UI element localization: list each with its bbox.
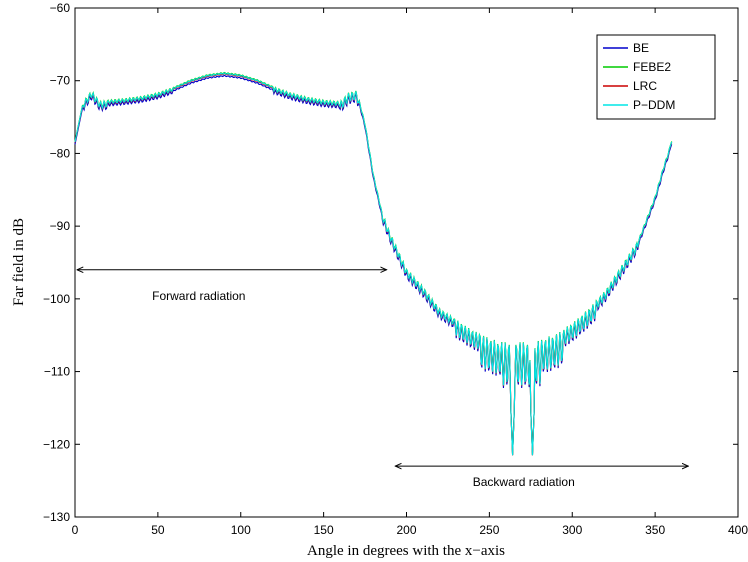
series-line-p-ddm bbox=[74, 72, 673, 456]
legend-label: P−DDM bbox=[633, 98, 675, 112]
x-tick-label: 350 bbox=[645, 523, 665, 537]
annotations: Forward radiation Backward radiation bbox=[77, 270, 688, 489]
y-tick-label: −130 bbox=[43, 510, 70, 524]
x-tick-label: 100 bbox=[231, 523, 251, 537]
annotation-label: Backward radiation bbox=[473, 475, 575, 489]
y-tick-label: −70 bbox=[50, 74, 71, 88]
legend: BE FEBE2 LRC P−DDM bbox=[596, 34, 716, 120]
series-layer bbox=[74, 71, 673, 456]
x-tick-label: 50 bbox=[151, 523, 165, 537]
y-axis-label: Far field in dB bbox=[11, 218, 27, 306]
x-tick-label: 400 bbox=[728, 523, 748, 537]
x-tick-label: 150 bbox=[314, 523, 334, 537]
y-tick-label: −60 bbox=[50, 1, 71, 15]
y-tick-label: −110 bbox=[44, 365, 70, 379]
legend-label: FEBE2 bbox=[633, 60, 671, 74]
x-tick-label: 300 bbox=[562, 523, 582, 537]
annotation-label: Forward radiation bbox=[152, 289, 245, 303]
x-axis-label: Angle in degrees with the x−axis bbox=[307, 543, 505, 559]
y-tick-label: −100 bbox=[43, 292, 70, 306]
x-tick-label: 200 bbox=[396, 523, 416, 537]
x-axis: 0 50 100 150 200 250 300 350 400 bbox=[72, 8, 748, 537]
x-tick-label: 0 bbox=[72, 523, 79, 537]
legend-label: BE bbox=[633, 41, 649, 55]
y-tick-label: −90 bbox=[50, 219, 71, 233]
legend-label: LRC bbox=[633, 79, 657, 93]
y-axis: −130 −120 −110 −100 −90 −80 −70 −60 bbox=[43, 1, 738, 524]
y-tick-label: −120 bbox=[43, 437, 70, 451]
x-tick-label: 250 bbox=[479, 523, 499, 537]
y-tick-label: −80 bbox=[50, 146, 71, 160]
